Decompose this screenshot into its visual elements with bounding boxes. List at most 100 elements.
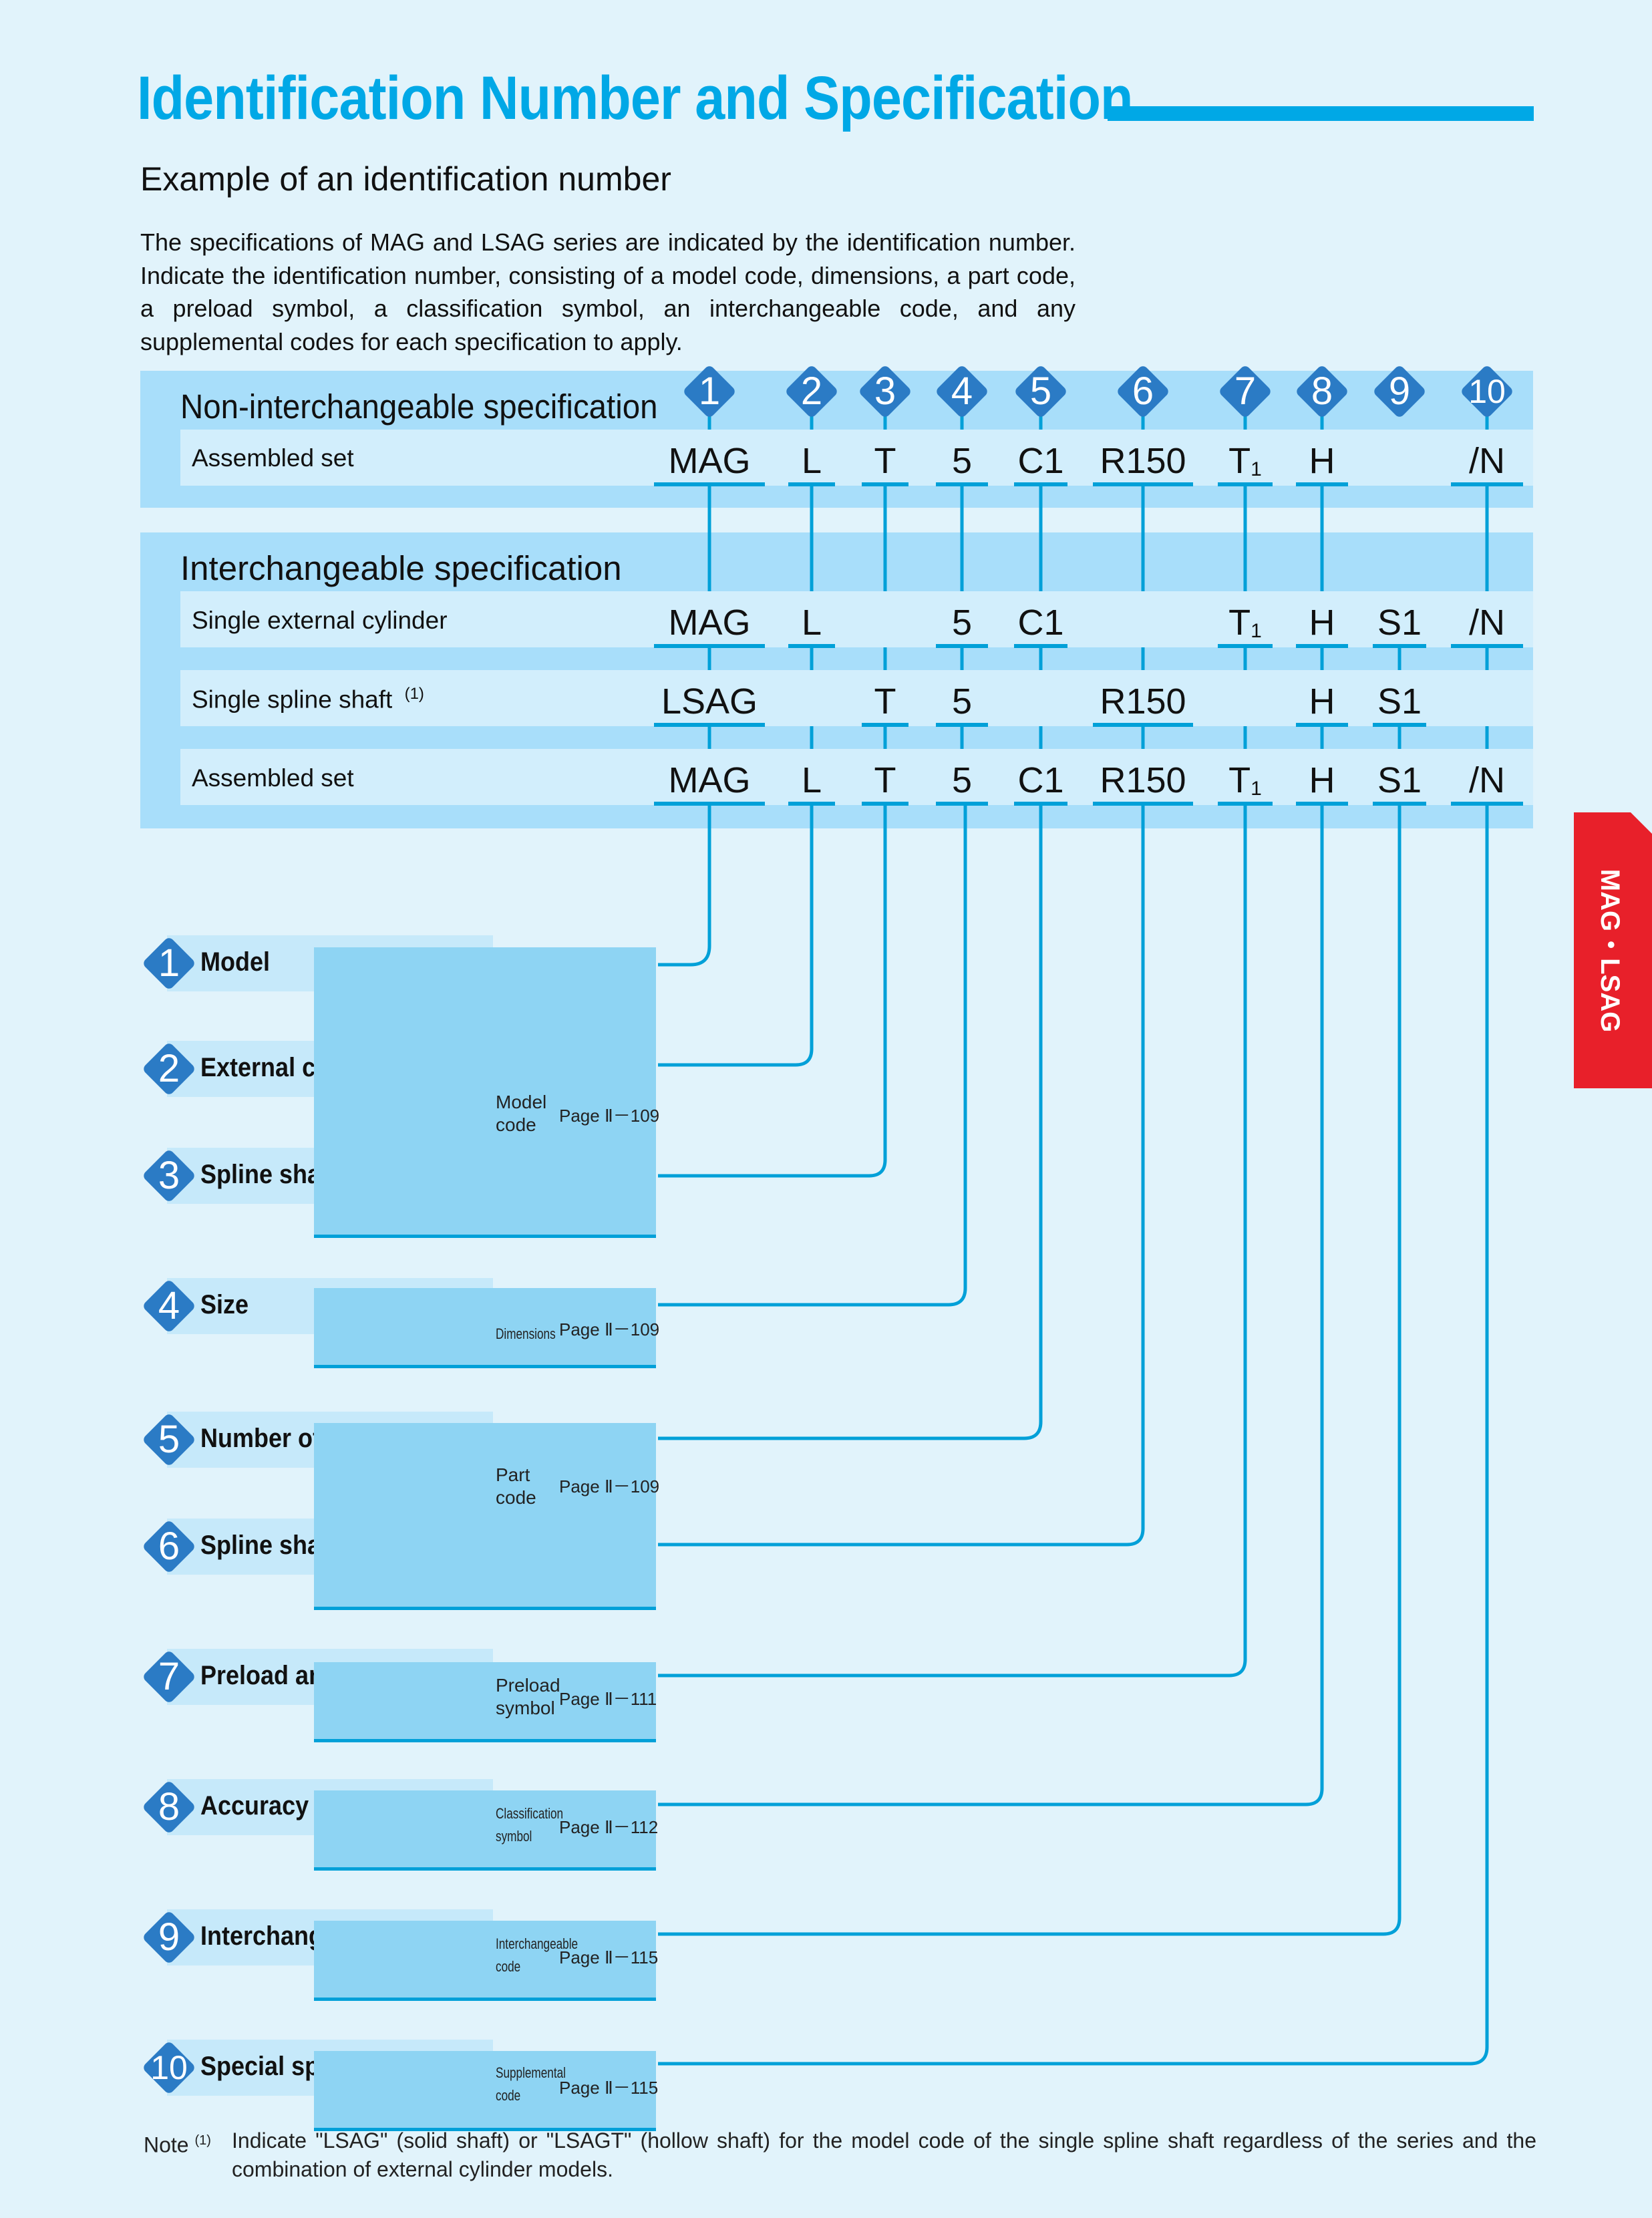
item-badge: 1	[140, 935, 198, 992]
column-badge: 5	[1012, 363, 1069, 420]
badge-number: 1	[158, 941, 180, 985]
item-badge: 7	[140, 1648, 198, 1706]
row-label-single-external-cylinder: Single external cylinder	[192, 607, 448, 634]
interchangeable-heading: Interchangeable specification	[180, 549, 622, 587]
code-cell: T	[862, 759, 908, 806]
code-cell	[1014, 680, 1067, 723]
code-cell: T1	[1218, 601, 1273, 648]
reference-name-line: code	[496, 2087, 521, 2104]
badge-number: 8	[158, 1785, 180, 1829]
reference-name-line: symbol	[496, 1828, 532, 1845]
code-cell: /N	[1451, 759, 1523, 806]
code-cell	[1451, 680, 1523, 723]
code-cell: MAG	[654, 440, 765, 486]
reference-name: Dimensions	[496, 1323, 556, 1345]
reference-page: Page Ⅱ－109	[559, 1106, 660, 1126]
code-cell: R150	[1093, 680, 1193, 727]
column-badge: 10	[1458, 363, 1516, 420]
reference-name-line: symbol	[496, 1698, 555, 1718]
item-badge: 10	[140, 2039, 198, 2096]
code-cell	[788, 680, 835, 723]
code-cell: C1	[1014, 440, 1067, 486]
reference-page: Page Ⅱ－109	[559, 1319, 660, 1339]
badge-number: 10	[1468, 373, 1506, 410]
code-cell: 5	[936, 680, 988, 727]
badge-number: 8	[1311, 369, 1333, 413]
code-cell: 5	[936, 440, 988, 486]
reference-name-line: code	[496, 1958, 521, 1975]
reference-page: Page Ⅱ－109	[559, 1476, 660, 1496]
badge-number: 2	[800, 369, 823, 413]
reference-name: Model code	[496, 1091, 546, 1136]
code-cell: H	[1296, 601, 1348, 648]
code-cell: 5	[936, 601, 988, 648]
column-badge: 4	[933, 363, 991, 420]
footnote: Note (1) Indicate "LSAG" (solid shaft) o…	[144, 2126, 1536, 2184]
reference-name-line: code	[496, 1114, 536, 1135]
reference-box	[314, 1790, 656, 1871]
section-subtitle: Example of an identification number	[140, 160, 671, 198]
reference-name-line: Part	[496, 1464, 530, 1485]
code-cell: T1	[1218, 759, 1273, 806]
intro-paragraph: The specifications of MAG and LSAG serie…	[140, 228, 1076, 355]
row-label-assembled-set: Assembled set	[192, 764, 354, 792]
code-cell: R150	[1093, 759, 1193, 806]
reference-name-line: code	[496, 1487, 536, 1508]
code-cell: MAG	[654, 601, 765, 648]
reference-name-line: Supplemental	[496, 2064, 566, 2081]
column-badge: 7	[1216, 363, 1274, 420]
column-badge: 6	[1114, 363, 1172, 420]
reference-box	[314, 2051, 656, 2131]
badge-number: 1	[698, 369, 721, 413]
code-cell	[1373, 440, 1426, 482]
item-badge: 9	[140, 1909, 198, 1966]
code-cell	[1218, 680, 1273, 723]
item-badge: 2	[140, 1040, 198, 1098]
code-cell	[862, 601, 908, 644]
side-tab-shape	[1574, 812, 1652, 1088]
footnote-label: Note	[144, 2132, 189, 2157]
column-badge: 3	[856, 363, 914, 420]
code-cell: S1	[1373, 601, 1426, 648]
side-tab-text: MAG・LSAG	[1595, 868, 1625, 1032]
code-cell: H	[1296, 680, 1348, 727]
badge-number: 4	[158, 1284, 180, 1327]
code-cell: MAG	[654, 759, 765, 806]
reference-name-line: Model	[496, 1092, 547, 1112]
reference-page: Page Ⅱ－111	[559, 1689, 657, 1709]
code-cell: C1	[1014, 601, 1067, 648]
reference-name-line: Preload	[496, 1675, 560, 1696]
reference-box	[314, 1288, 656, 1368]
badge-number: 2	[158, 1047, 180, 1090]
column-badge: 9	[1371, 363, 1428, 420]
code-cell: LSAG	[654, 680, 765, 727]
code-cell: /N	[1451, 440, 1523, 486]
non-interchangeable-heading: Non-interchangeable specification	[180, 387, 658, 426]
title-rule	[1108, 106, 1534, 121]
column-badge: 2	[783, 363, 840, 420]
badge-number: 7	[1234, 369, 1257, 413]
reference-box	[314, 1662, 656, 1742]
page-title: Identification Number and Specification	[137, 64, 1133, 132]
reference-box	[314, 1423, 656, 1610]
spec-row-band	[180, 430, 1533, 486]
code-cell: C1	[1014, 759, 1067, 806]
badge-number: 3	[158, 1154, 180, 1197]
reference-name: Part code	[496, 1464, 536, 1509]
spec-row-band	[180, 670, 1533, 726]
item-label: Size	[200, 1290, 249, 1319]
item-badge: 6	[140, 1518, 198, 1575]
reference-name-line: Classification	[496, 1805, 564, 1822]
code-cell: L	[788, 759, 835, 806]
badge-number: 6	[1132, 369, 1154, 413]
reference-name: Interchangeable code	[496, 1933, 578, 1978]
code-cell: S1	[1373, 759, 1426, 806]
reference-name: Classification symbol	[496, 1802, 563, 1848]
item-badge: 3	[140, 1147, 198, 1205]
reference-page: Page Ⅱ－115	[559, 2078, 659, 2098]
code-cell	[1093, 601, 1193, 644]
row-label-assembled-set: Assembled set	[192, 444, 354, 472]
badge-number: 9	[158, 1915, 180, 1959]
footnote-mark: (1)	[404, 685, 424, 703]
